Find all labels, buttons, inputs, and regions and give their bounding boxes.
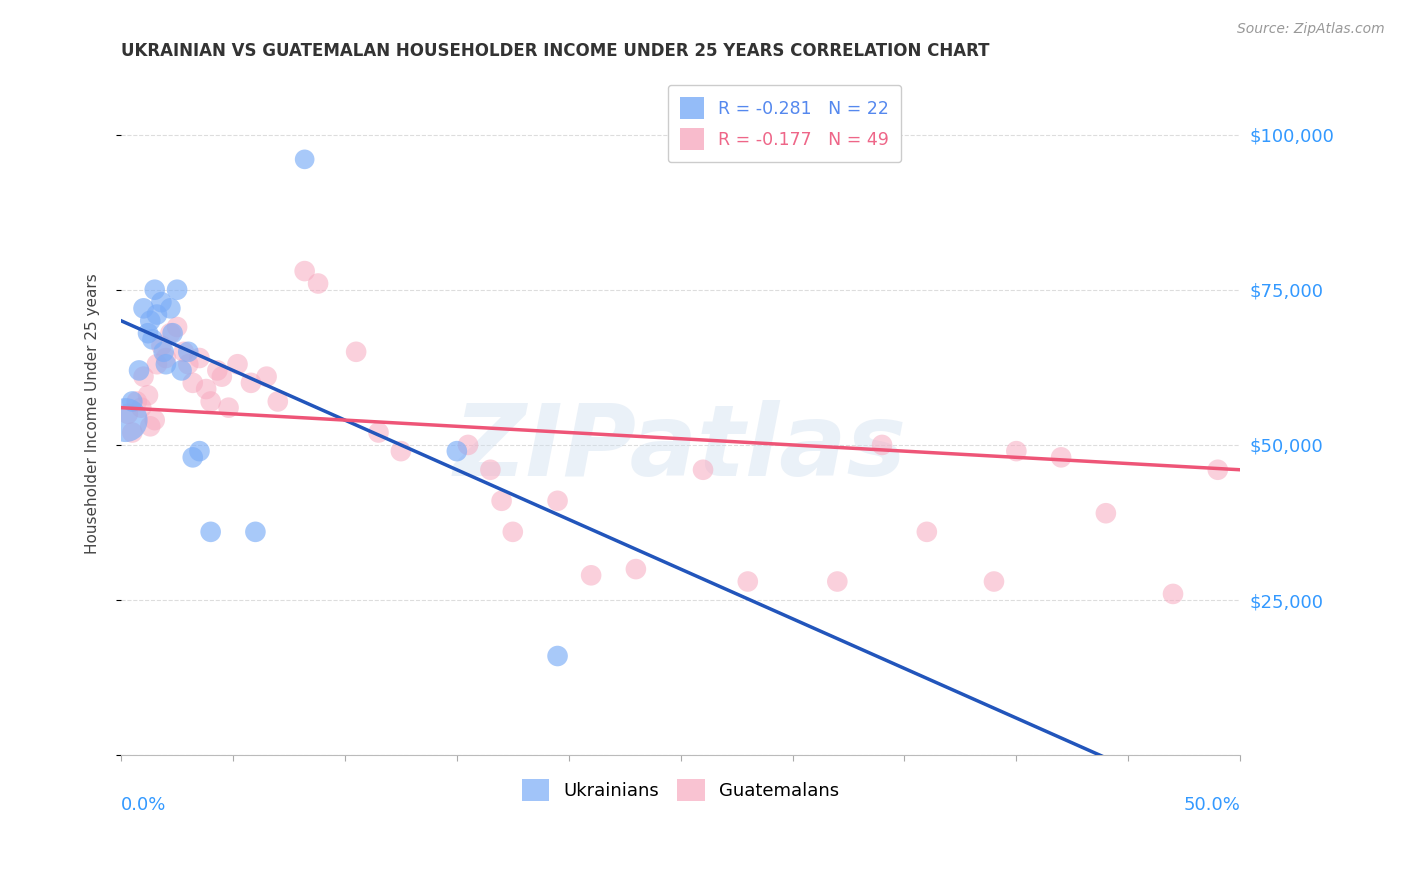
Point	[294, 153, 316, 167]
Point	[162, 326, 184, 341]
Point	[181, 450, 204, 465]
Text: ZIPatlas: ZIPatlas	[454, 400, 907, 497]
Point	[132, 301, 155, 316]
Point	[155, 357, 177, 371]
Point	[146, 357, 169, 371]
Point	[166, 320, 188, 334]
Point	[188, 351, 211, 365]
Point	[457, 438, 479, 452]
Point	[256, 369, 278, 384]
Point	[150, 338, 173, 352]
Point	[692, 463, 714, 477]
Point	[624, 562, 647, 576]
Point	[245, 524, 267, 539]
Point	[128, 363, 150, 377]
Point	[136, 326, 159, 341]
Point	[177, 344, 200, 359]
Point	[1206, 463, 1229, 477]
Point	[367, 425, 389, 440]
Point	[1050, 450, 1073, 465]
Point	[446, 444, 468, 458]
Point	[307, 277, 329, 291]
Point	[125, 394, 148, 409]
Point	[143, 283, 166, 297]
Point	[344, 344, 367, 359]
Point	[870, 438, 893, 452]
Point	[150, 295, 173, 310]
Point	[389, 444, 412, 458]
Point	[827, 574, 849, 589]
Point	[159, 301, 181, 316]
Text: 0.0%: 0.0%	[121, 797, 166, 814]
Point	[117, 407, 139, 421]
Point	[152, 344, 174, 359]
Point	[114, 413, 136, 427]
Point	[1095, 506, 1118, 520]
Point	[188, 444, 211, 458]
Point	[159, 326, 181, 341]
Point	[226, 357, 249, 371]
Point	[547, 648, 569, 663]
Point	[139, 314, 162, 328]
Point	[166, 283, 188, 297]
Text: 50.0%: 50.0%	[1184, 797, 1240, 814]
Point	[479, 463, 502, 477]
Point	[146, 308, 169, 322]
Point	[141, 332, 163, 346]
Point	[239, 376, 262, 390]
Point	[502, 524, 524, 539]
Point	[139, 419, 162, 434]
Point	[1161, 587, 1184, 601]
Point	[207, 363, 229, 377]
Text: UKRAINIAN VS GUATEMALAN HOUSEHOLDER INCOME UNDER 25 YEARS CORRELATION CHART: UKRAINIAN VS GUATEMALAN HOUSEHOLDER INCO…	[121, 42, 990, 60]
Point	[547, 493, 569, 508]
Point	[132, 369, 155, 384]
Text: Source: ZipAtlas.com: Source: ZipAtlas.com	[1237, 22, 1385, 37]
Point	[136, 388, 159, 402]
Point	[983, 574, 1005, 589]
Point	[200, 394, 222, 409]
Point	[491, 493, 513, 508]
Legend: Ukrainians, Guatemalans: Ukrainians, Guatemalans	[515, 772, 846, 808]
Point	[579, 568, 602, 582]
Point	[173, 344, 195, 359]
Point	[155, 351, 177, 365]
Point	[200, 524, 222, 539]
Point	[267, 394, 290, 409]
Point	[1005, 444, 1028, 458]
Point	[218, 401, 240, 415]
Point	[121, 394, 143, 409]
Point	[181, 376, 204, 390]
Point	[915, 524, 938, 539]
Point	[177, 357, 200, 371]
Point	[143, 413, 166, 427]
Point	[121, 425, 143, 440]
Point	[211, 369, 233, 384]
Y-axis label: Householder Income Under 25 years: Householder Income Under 25 years	[86, 274, 100, 554]
Point	[195, 382, 218, 396]
Point	[294, 264, 316, 278]
Point	[737, 574, 759, 589]
Point	[170, 363, 193, 377]
Point	[129, 401, 152, 415]
